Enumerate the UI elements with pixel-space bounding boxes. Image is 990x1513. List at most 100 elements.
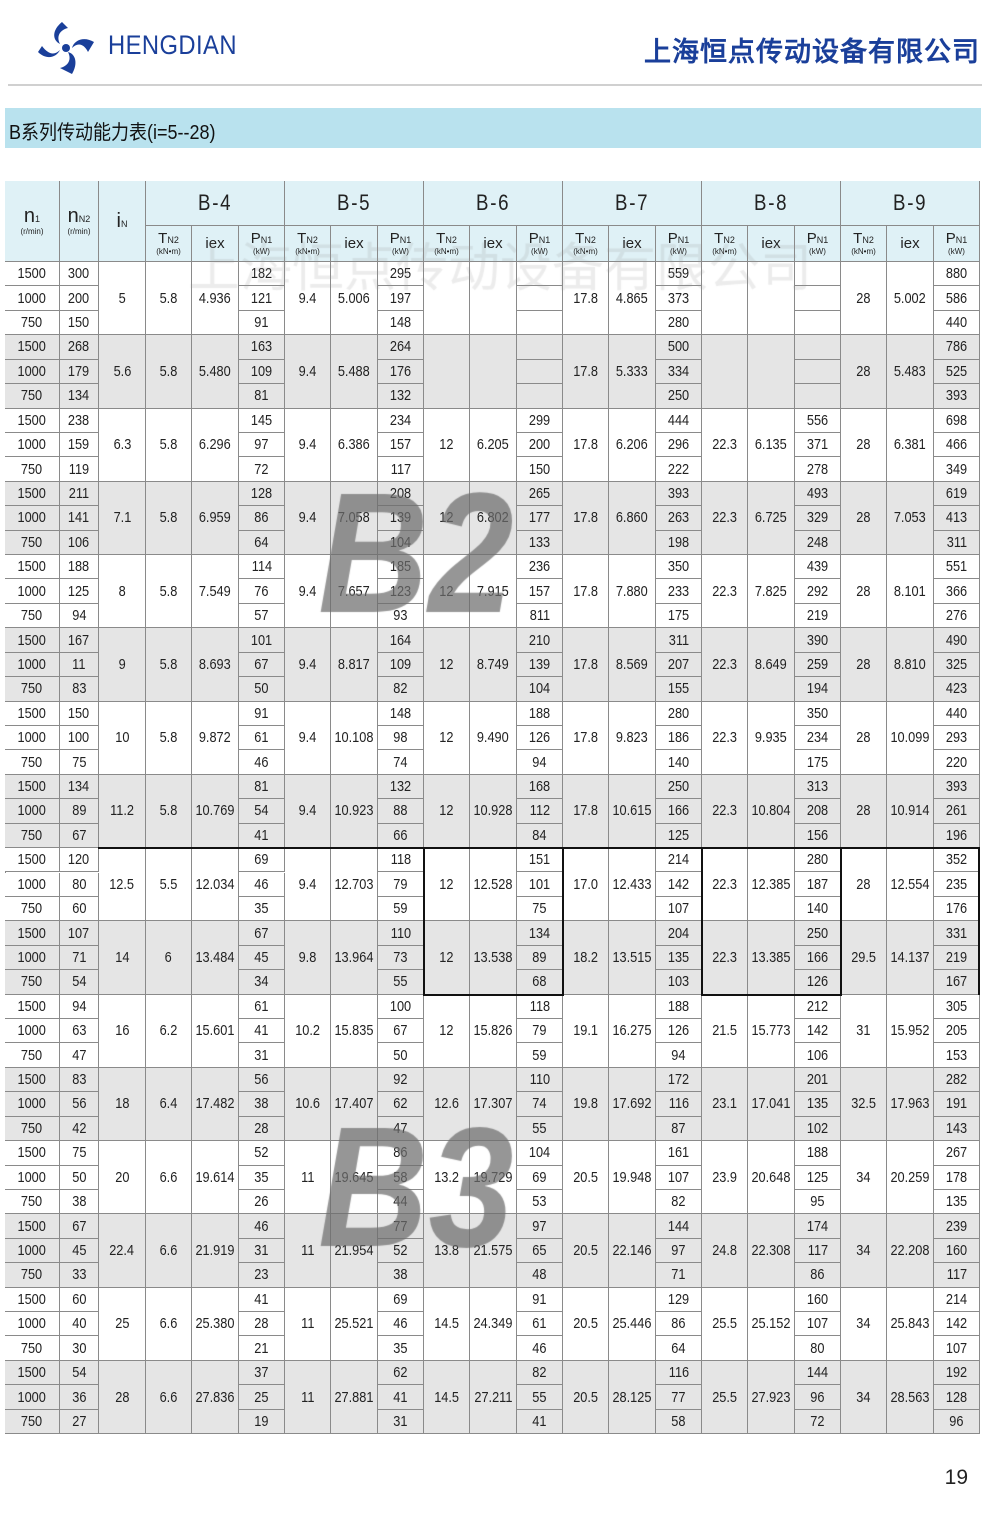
cell-tn2-text: 28 bbox=[856, 582, 871, 600]
cell-pn1-text: 53 bbox=[532, 1193, 547, 1211]
cell-pn1-text: 107 bbox=[667, 1168, 690, 1186]
cell-pn1: 200 bbox=[517, 432, 563, 458]
cell-n1-text: 1000 bbox=[17, 362, 47, 380]
header-n1-label: n1 bbox=[23, 205, 41, 227]
cell-pn1: 79 bbox=[517, 1019, 563, 1044]
cell-iex-text: 6.135 bbox=[755, 436, 787, 454]
cell-pn1: 188 bbox=[795, 1141, 841, 1166]
cell-pn1-text: 175 bbox=[667, 607, 690, 625]
cell-ratio-in-text: 10 bbox=[114, 729, 130, 747]
cell-pn1-text: 413 bbox=[945, 509, 968, 527]
cell-tn2-text: 6.6 bbox=[159, 1315, 178, 1333]
cell-pn1-text: 84 bbox=[532, 826, 547, 844]
cell-ratio-in-text: 11.2 bbox=[110, 802, 134, 820]
cell-pn1-text: 41 bbox=[254, 1022, 269, 1040]
cell-pn1: 296 bbox=[656, 432, 702, 458]
cell-nn2: 27 bbox=[60, 1409, 99, 1435]
cell-pn1-text: 163 bbox=[250, 338, 273, 356]
cell-iex-text: 27.211 bbox=[473, 1388, 513, 1406]
cell-nn2-text: 11 bbox=[72, 655, 86, 673]
cell-iex-text: 22.146 bbox=[612, 1242, 652, 1259]
cell-nn2-text: 50 bbox=[71, 1168, 87, 1186]
cell-iex-text: 10.099 bbox=[890, 729, 930, 747]
cell-iex: 25.843 bbox=[887, 1287, 934, 1361]
cell-iex: 22.146 bbox=[609, 1214, 656, 1288]
header-tn2-unit: (kN•m) bbox=[156, 247, 181, 256]
cell-pn1-text: 188 bbox=[806, 1144, 829, 1162]
cell-pn1-text: 45 bbox=[254, 948, 269, 966]
header-pn1-unit: (kW) bbox=[253, 247, 270, 256]
cell-pn1-text: 440 bbox=[945, 314, 968, 332]
cell-pn1: 525 bbox=[934, 359, 980, 385]
cell-iex: 8.817 bbox=[331, 628, 378, 702]
highlight-line bbox=[98, 847, 424, 850]
cell-pn1: 123 bbox=[378, 579, 424, 604]
cell-pn1-text: 82 bbox=[532, 1364, 547, 1382]
cell-pn1-text: 97 bbox=[532, 1217, 547, 1235]
cell-pn1: 134 bbox=[517, 921, 563, 946]
cell-iex-text: 24.349 bbox=[473, 1315, 513, 1333]
cell-tn2: 13.8 bbox=[424, 1214, 470, 1288]
cell-pn1-text: 96 bbox=[810, 1388, 825, 1406]
cell-tn2: 14.5 bbox=[424, 1287, 470, 1361]
cell-iex-text: 27.923 bbox=[751, 1388, 791, 1406]
cell-pn1: 129 bbox=[656, 1287, 702, 1313]
cell-pn1-text: 250 bbox=[667, 778, 690, 796]
cell-n1: 750 bbox=[5, 1043, 60, 1068]
cell-tn2: 12.6 bbox=[424, 1067, 470, 1142]
cell-nn2: 268 bbox=[60, 335, 99, 360]
cell-pn1: 75 bbox=[517, 896, 563, 922]
cell-tn2-text: 28 bbox=[856, 509, 871, 527]
cell-tn2-text: 28 bbox=[856, 802, 871, 820]
cell-pn1: 144 bbox=[656, 1214, 702, 1239]
cell-pn1: 439 bbox=[795, 555, 841, 580]
cell-iex-text: 8.817 bbox=[338, 655, 370, 673]
cell-n1-text: 750 bbox=[21, 314, 43, 332]
cell-iex: 10.928 bbox=[470, 774, 517, 849]
cell-iex bbox=[470, 262, 517, 336]
cell-ratio-in: 9 bbox=[99, 628, 146, 702]
cell-nn2-text: 54 bbox=[71, 973, 87, 991]
cell-iex-text: 7.825 bbox=[755, 582, 787, 600]
cell-pn1: 77 bbox=[656, 1385, 702, 1410]
cell-pn1-text: 86 bbox=[393, 1144, 408, 1162]
cell-iex-text: 7.915 bbox=[477, 582, 509, 600]
cell-pn1: 177 bbox=[517, 506, 563, 531]
cell-pn1: 172 bbox=[656, 1067, 702, 1093]
cell-nn2-text: 67 bbox=[71, 826, 87, 844]
cell-tn2-text: 5.8 bbox=[159, 802, 178, 820]
cell-tn2-text: 22.3 bbox=[712, 875, 737, 893]
cell-n1: 750 bbox=[5, 823, 60, 849]
cell-tn2-text: 12 bbox=[439, 802, 454, 820]
cell-pn1: 72 bbox=[239, 457, 285, 482]
cell-iex-text: 9.872 bbox=[199, 729, 231, 747]
cell-pn1-text: 133 bbox=[528, 533, 551, 551]
cell-tn2: 34 bbox=[841, 1287, 887, 1361]
cell-iex-text: 25.152 bbox=[751, 1315, 791, 1333]
cell-pn1-text: 161 bbox=[667, 1144, 690, 1162]
cell-nn2: 80 bbox=[60, 872, 99, 897]
cell-iex: 15.826 bbox=[470, 994, 517, 1068]
cell-pn1-text: 91 bbox=[532, 1290, 547, 1308]
cell-iex: 7.825 bbox=[748, 555, 795, 629]
header-tn2: TN2 (kN•m) bbox=[702, 226, 748, 262]
cell-iex: 13.964 bbox=[331, 921, 378, 995]
cell-tn2-text: 17.0 bbox=[573, 875, 598, 893]
cell-n1: 750 bbox=[5, 530, 60, 556]
cell-ratio-in: 7.1 bbox=[99, 481, 146, 556]
cell-pn1-text: 311 bbox=[668, 631, 689, 649]
cell-pn1: 71 bbox=[656, 1263, 702, 1288]
cell-tn2-text: 34 bbox=[856, 1168, 871, 1186]
cell-pn1-text: 200 bbox=[528, 436, 551, 454]
header-tn2-label: TN2 bbox=[436, 230, 457, 247]
cell-tn2-text: 17.8 bbox=[573, 655, 598, 673]
cell-pn1: 69 bbox=[517, 1165, 563, 1190]
cell-n1-text: 1500 bbox=[17, 1364, 47, 1382]
cell-iex: 15.952 bbox=[887, 994, 934, 1068]
header-tn2: TN2 (kN•m) bbox=[563, 226, 609, 262]
cell-tn2-text: 9.4 bbox=[298, 509, 317, 527]
cell-pn1: 264 bbox=[378, 335, 424, 360]
cell-tn2-text: 32.5 bbox=[851, 1095, 876, 1113]
cell-pn1-text: 176 bbox=[945, 900, 968, 918]
cell-pn1-text: 125 bbox=[806, 1168, 829, 1186]
